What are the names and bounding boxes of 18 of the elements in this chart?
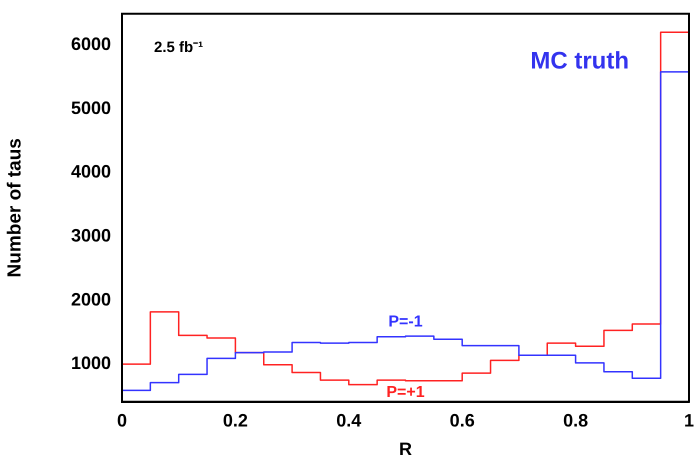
y-tick-label: 1000 xyxy=(70,353,111,374)
x-tick-label: 0 xyxy=(116,410,128,431)
y-tick-label: 3000 xyxy=(70,225,111,246)
x-tick-label: 0.2 xyxy=(222,410,248,431)
y-tick-label: 6000 xyxy=(70,34,111,54)
series-label: P=-1 xyxy=(388,313,423,330)
x-tick-label: 0.6 xyxy=(450,410,475,431)
y-tick-label: 4000 xyxy=(70,162,111,182)
annotation: 2.5 fb⁻¹ xyxy=(154,38,204,56)
x-tick-label: 1 xyxy=(684,410,694,431)
x-axis-title: R xyxy=(398,439,412,460)
x-tick-label: 0.4 xyxy=(336,410,362,431)
series-label: P=+1 xyxy=(386,384,425,402)
y-tick-label: 2000 xyxy=(70,289,111,310)
x-tick-label: 0.8 xyxy=(563,410,588,431)
y-axis-title: Number of taus xyxy=(4,138,26,278)
y-tick-label: 5000 xyxy=(70,98,111,118)
annotation: MC truth xyxy=(530,47,629,74)
